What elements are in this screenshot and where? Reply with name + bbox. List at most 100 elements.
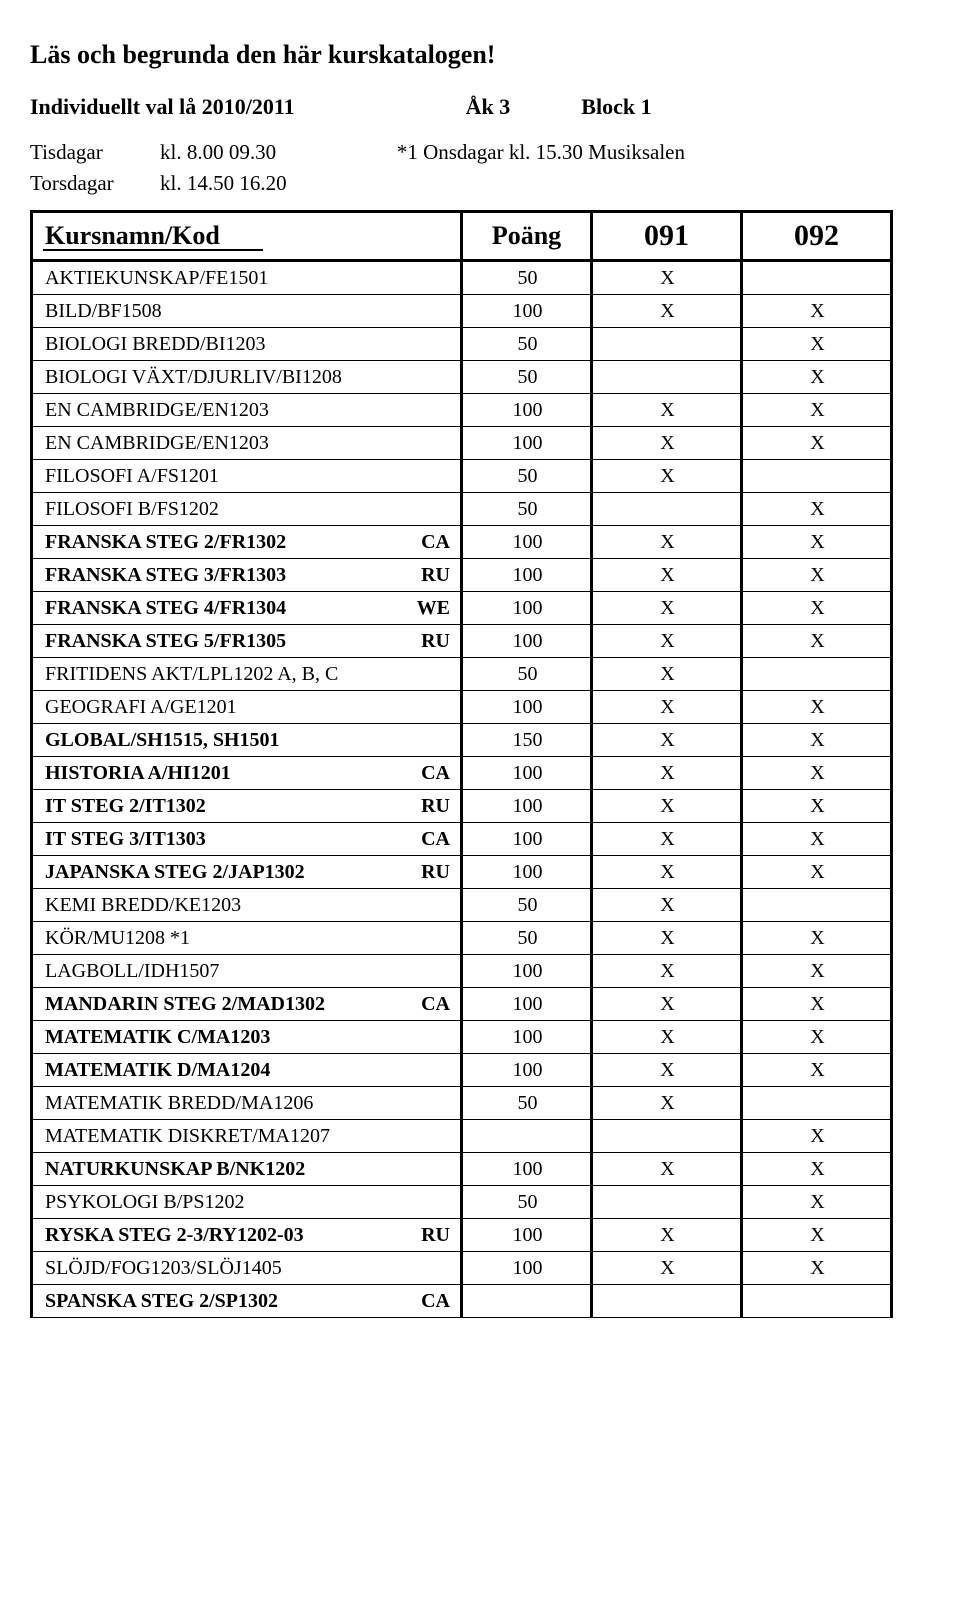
course-mark-091: X bbox=[592, 1252, 742, 1285]
course-points: 100 bbox=[462, 856, 592, 889]
course-points: 100 bbox=[462, 691, 592, 724]
course-mark-092: X bbox=[742, 724, 892, 757]
col-name: Kursnamn/Kod bbox=[32, 212, 462, 261]
course-mark-092 bbox=[742, 658, 892, 691]
course-mark-091: X bbox=[592, 1054, 742, 1087]
course-mark-092: X bbox=[742, 526, 892, 559]
course-mark-092: X bbox=[742, 1120, 892, 1153]
course-points: 100 bbox=[462, 1153, 592, 1186]
schedule-day: Torsdagar bbox=[30, 171, 160, 196]
subhead-b: Åk 3 bbox=[466, 94, 511, 119]
course-mark-091: X bbox=[592, 889, 742, 922]
course-suffix: RU bbox=[421, 861, 450, 884]
course-name: KÖR/MU1208 *1 bbox=[32, 922, 462, 955]
course-name: MANDARIN STEG 2/MAD1302CA bbox=[32, 988, 462, 1021]
course-mark-091: X bbox=[592, 261, 742, 295]
course-points: 50 bbox=[462, 922, 592, 955]
course-mark-092: X bbox=[742, 823, 892, 856]
table-row: FRANSKA STEG 4/FR1304WE100XX bbox=[32, 592, 892, 625]
course-name: EN CAMBRIDGE/EN1203 bbox=[32, 427, 462, 460]
table-row: FRANSKA STEG 3/FR1303RU100XX bbox=[32, 559, 892, 592]
table-row: HISTORIA A/HI1201CA100XX bbox=[32, 757, 892, 790]
course-mark-091: X bbox=[592, 1153, 742, 1186]
page-title: Läs och begrunda den här kurskatalogen! bbox=[30, 40, 930, 70]
course-points: 100 bbox=[462, 1219, 592, 1252]
course-name: BILD/BF1508 bbox=[32, 295, 462, 328]
course-name: PSYKOLOGI B/PS1202 bbox=[32, 1186, 462, 1219]
course-mark-091: X bbox=[592, 691, 742, 724]
course-mark-091: X bbox=[592, 658, 742, 691]
course-name: FRITIDENS AKT/LPL1202 A, B, C bbox=[32, 658, 462, 691]
course-name: FILOSOFI A/FS1201 bbox=[32, 460, 462, 493]
table-row: MANDARIN STEG 2/MAD1302CA100XX bbox=[32, 988, 892, 1021]
course-mark-091: X bbox=[592, 922, 742, 955]
schedule-note: *1 Onsdagar kl. 15.30 Musiksalen bbox=[397, 140, 685, 165]
course-points: 50 bbox=[462, 328, 592, 361]
course-name: FRANSKA STEG 3/FR1303RU bbox=[32, 559, 462, 592]
subhead-a: Individuellt val lå 2010/2011 bbox=[30, 94, 295, 119]
course-mark-092: X bbox=[742, 790, 892, 823]
course-mark-092: X bbox=[742, 394, 892, 427]
course-name: GEOGRAFI A/GE1201 bbox=[32, 691, 462, 724]
course-mark-092: X bbox=[742, 856, 892, 889]
course-suffix: WE bbox=[417, 597, 450, 620]
table-row: BIOLOGI VÄXT/DJURLIV/BI120850X bbox=[32, 361, 892, 394]
course-name: IT STEG 3/IT1303CA bbox=[32, 823, 462, 856]
course-points: 100 bbox=[462, 757, 592, 790]
course-points: 50 bbox=[462, 889, 592, 922]
course-name: BIOLOGI VÄXT/DJURLIV/BI1208 bbox=[32, 361, 462, 394]
course-points: 100 bbox=[462, 625, 592, 658]
table-row: GLOBAL/SH1515, SH1501150XX bbox=[32, 724, 892, 757]
course-points: 100 bbox=[462, 955, 592, 988]
course-mark-091: X bbox=[592, 559, 742, 592]
table-row: MATEMATIK C/MA1203100XX bbox=[32, 1021, 892, 1054]
table-header: Kursnamn/Kod Poäng 091 092 bbox=[32, 212, 892, 261]
course-mark-092: X bbox=[742, 988, 892, 1021]
course-mark-092 bbox=[742, 261, 892, 295]
course-mark-091: X bbox=[592, 427, 742, 460]
course-suffix: RU bbox=[421, 795, 450, 818]
course-points: 100 bbox=[462, 394, 592, 427]
course-suffix: CA bbox=[421, 1290, 450, 1313]
course-points: 100 bbox=[462, 1021, 592, 1054]
course-mark-092 bbox=[742, 1285, 892, 1318]
course-name: FRANSKA STEG 4/FR1304WE bbox=[32, 592, 462, 625]
course-points: 50 bbox=[462, 658, 592, 691]
course-points: 100 bbox=[462, 823, 592, 856]
table-row: FRANSKA STEG 2/FR1302CA100XX bbox=[32, 526, 892, 559]
table-row: SPANSKA STEG 2/SP1302CA bbox=[32, 1285, 892, 1318]
course-mark-091: X bbox=[592, 988, 742, 1021]
course-mark-092: X bbox=[742, 1054, 892, 1087]
course-mark-091: X bbox=[592, 724, 742, 757]
table-row: IT STEG 2/IT1302RU100XX bbox=[32, 790, 892, 823]
course-points: 150 bbox=[462, 724, 592, 757]
course-name: RYSKA STEG 2-3/RY1202-03RU bbox=[32, 1219, 462, 1252]
course-suffix: RU bbox=[421, 630, 450, 653]
course-name: MATEMATIK D/MA1204 bbox=[32, 1054, 462, 1087]
course-mark-091: X bbox=[592, 1087, 742, 1120]
table-row: MATEMATIK DISKRET/MA1207X bbox=[32, 1120, 892, 1153]
schedule-row: Tisdagarkl. 8.00 09.30*1 Onsdagar kl. 15… bbox=[30, 140, 930, 165]
course-points: 100 bbox=[462, 295, 592, 328]
course-mark-092 bbox=[742, 889, 892, 922]
course-mark-091: X bbox=[592, 955, 742, 988]
subhead: Individuellt val lå 2010/2011 Åk 3 Block… bbox=[30, 94, 930, 120]
course-mark-091: X bbox=[592, 394, 742, 427]
schedule-block: Tisdagarkl. 8.00 09.30*1 Onsdagar kl. 15… bbox=[30, 140, 930, 196]
schedule-day: Tisdagar bbox=[30, 140, 160, 165]
table-row: AKTIEKUNSKAP/FE150150X bbox=[32, 261, 892, 295]
course-mark-092: X bbox=[742, 955, 892, 988]
table-row: GEOGRAFI A/GE1201100XX bbox=[32, 691, 892, 724]
col-092: 092 bbox=[742, 212, 892, 261]
course-mark-091 bbox=[592, 361, 742, 394]
course-mark-092: X bbox=[742, 1153, 892, 1186]
table-row: EN CAMBRIDGE/EN1203100XX bbox=[32, 427, 892, 460]
course-table: Kursnamn/Kod Poäng 091 092 AKTIEKUNSKAP/… bbox=[30, 210, 893, 1318]
table-row: SLÖJD/FOG1203/SLÖJ1405100XX bbox=[32, 1252, 892, 1285]
col-points: Poäng bbox=[462, 212, 592, 261]
table-row: EN CAMBRIDGE/EN1203100XX bbox=[32, 394, 892, 427]
course-mark-091 bbox=[592, 328, 742, 361]
schedule-row: Torsdagarkl. 14.50 16.20 bbox=[30, 171, 930, 196]
course-name: FRANSKA STEG 2/FR1302CA bbox=[32, 526, 462, 559]
course-mark-091: X bbox=[592, 625, 742, 658]
